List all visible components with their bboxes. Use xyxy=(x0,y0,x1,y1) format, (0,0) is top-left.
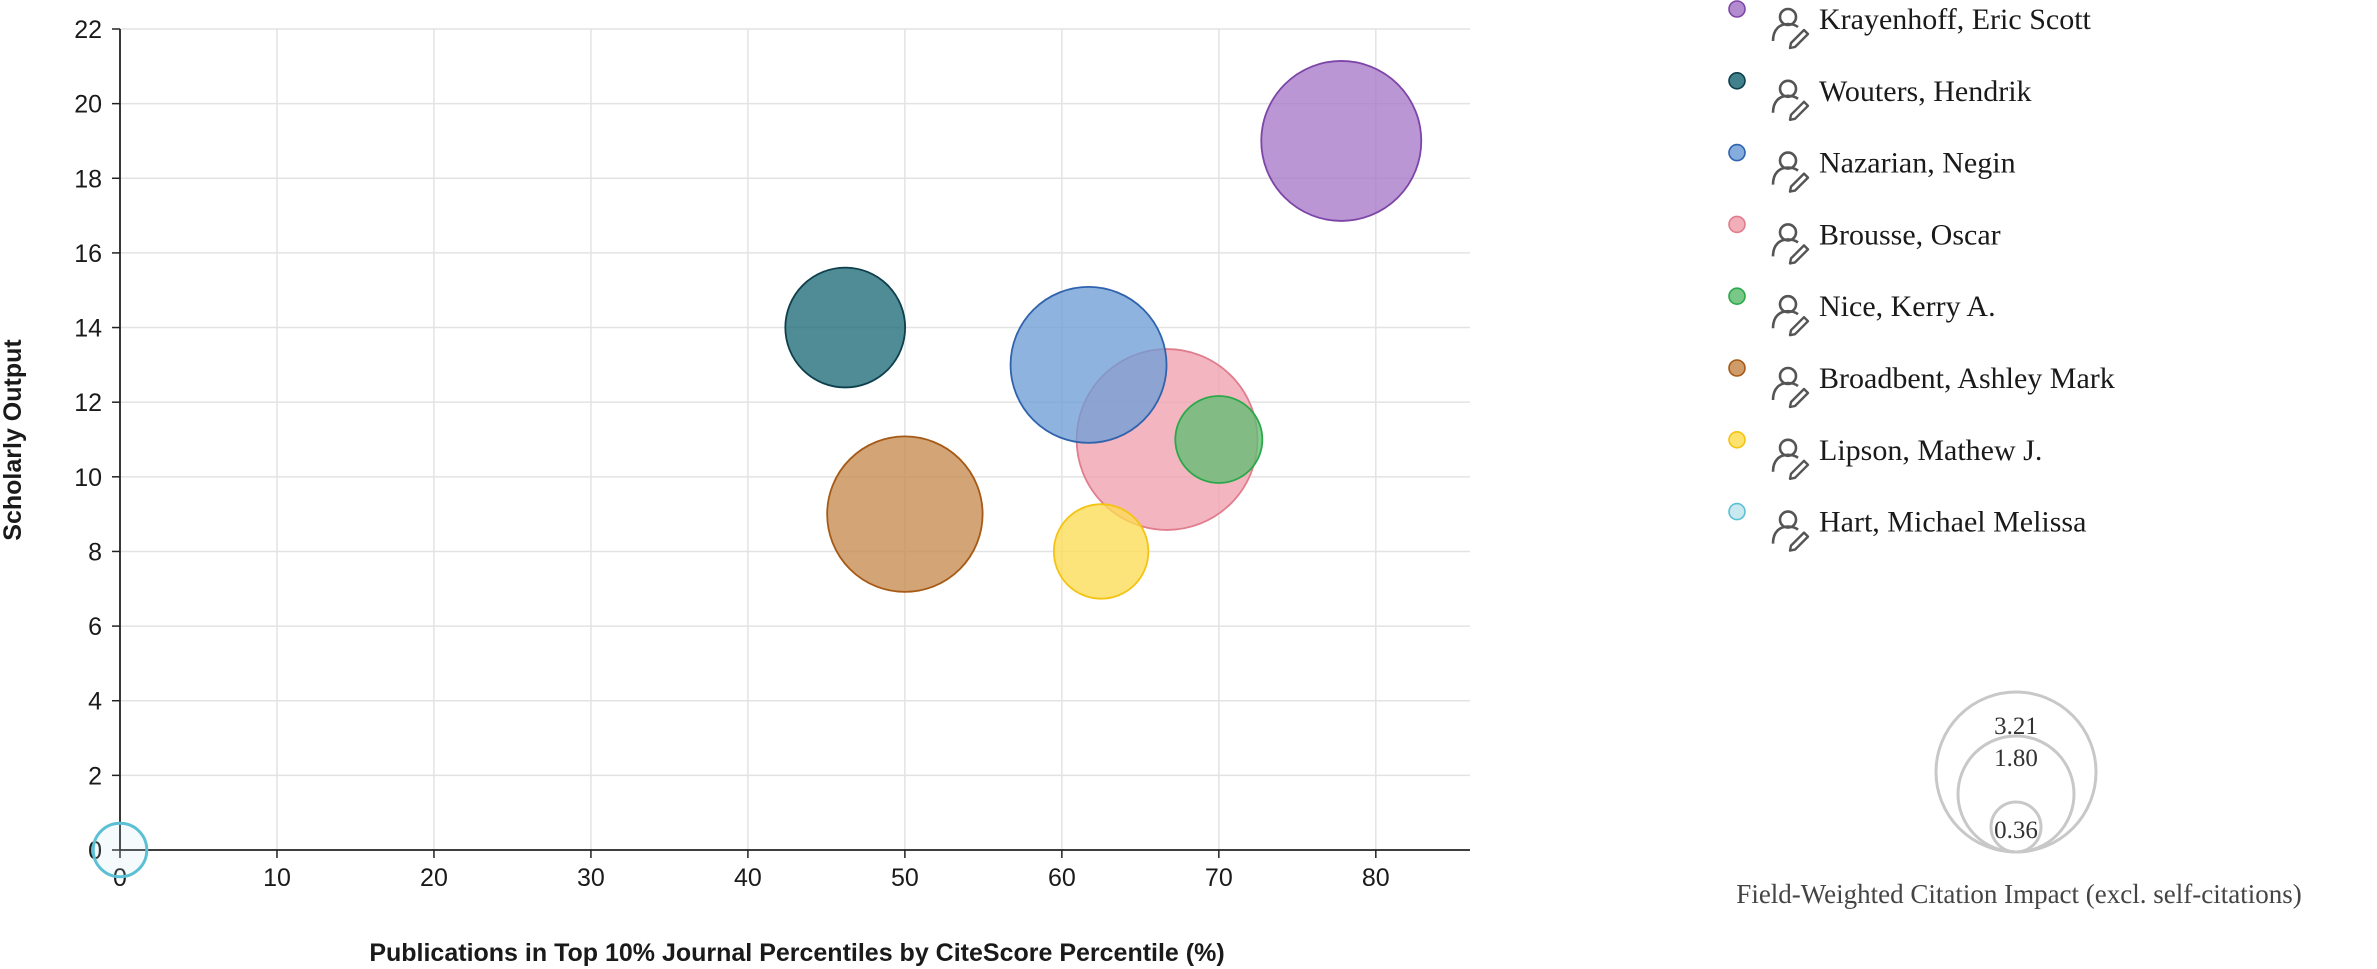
legend-swatch xyxy=(1728,359,1746,377)
y-tick-label: 22 xyxy=(74,16,102,44)
legend-item[interactable]: Wouters, Hendrik xyxy=(1728,72,2032,122)
legend-swatch xyxy=(1728,430,1746,449)
bubble-lipson-mathew-j[interactable] xyxy=(1052,503,1150,600)
legend-label: Broadbent, Ashley Mark xyxy=(1819,362,2115,395)
legend-item[interactable]: Krayenhoff, Eric Scott xyxy=(1728,0,2092,50)
y-tick-label: 18 xyxy=(74,165,102,193)
legend-swatch xyxy=(1728,502,1746,521)
bubble-nice-kerry-a[interactable] xyxy=(1174,395,1264,484)
researcher-icon xyxy=(1771,510,1810,552)
x-tick-label: 50 xyxy=(891,864,919,892)
legend: Krayenhoff, Eric Scott Wouters, Hendrik Na… xyxy=(1728,0,2115,552)
legend-item[interactable]: Hart, Michael Melissa xyxy=(1728,502,2086,552)
x-tick-label: 70 xyxy=(1205,864,1233,892)
bubble-krayenhoff-eric-scott[interactable] xyxy=(1260,60,1423,222)
legend-label: Nice, Kerry A. xyxy=(1819,290,1996,323)
legend-swatch xyxy=(1728,215,1746,234)
researcher-icon xyxy=(1771,366,1810,409)
y-tick-label: 16 xyxy=(74,240,102,268)
legend-label: Brousse, Oscar xyxy=(1819,218,2001,251)
researcher-icon xyxy=(1771,7,1810,50)
x-tick-label: 10 xyxy=(263,864,291,892)
size-legend-label: 0.36 xyxy=(1994,817,2038,844)
legend-item[interactable]: Broadbent, Ashley Mark xyxy=(1728,359,2115,409)
legend-label: Lipson, Mathew J. xyxy=(1819,434,2042,467)
size-legend-title: Field-Weighted Citation Impact (excl. se… xyxy=(1736,879,2301,909)
x-tick-label: 60 xyxy=(1048,864,1076,892)
legend-item[interactable]: Brousse, Oscar xyxy=(1728,215,2001,265)
bubble-hart-michael-melissa[interactable] xyxy=(91,821,149,879)
bubbles xyxy=(91,60,1423,879)
size-legend-circle xyxy=(1989,800,2043,854)
y-tick-label: 0 xyxy=(88,837,102,865)
x-tick-label: 40 xyxy=(734,864,762,892)
legend-item[interactable]: Lipson, Mathew J. xyxy=(1728,430,2042,481)
legend-label: Hart, Michael Melissa xyxy=(1819,506,2086,539)
y-tick-label: 6 xyxy=(88,613,102,641)
legend-label: Krayenhoff, Eric Scott xyxy=(1819,3,2092,36)
legend-item[interactable]: Nazarian, Negin xyxy=(1728,143,2016,193)
size-legend-label: 3.21 xyxy=(1994,713,2038,740)
y-tick-label: 10 xyxy=(74,464,102,492)
size-legend-label: 1.80 xyxy=(1994,745,2038,772)
legend-swatch xyxy=(1728,0,1746,18)
y-tick-label: 4 xyxy=(88,688,102,716)
legend-label: Wouters, Hendrik xyxy=(1819,75,2032,108)
y-axis-title: Scholarly Output xyxy=(0,339,27,541)
x-axis-title: Publications in Top 10% Journal Percenti… xyxy=(369,939,1224,967)
legend-swatch xyxy=(1728,72,1746,90)
size-legend: 3.21 1.80 0.36 xyxy=(1934,690,2098,854)
bubble-nazarian-negin[interactable] xyxy=(1009,285,1168,444)
legend-item[interactable]: Nice, Kerry A. xyxy=(1728,287,1996,337)
bubble-broadbent-ashley-mark[interactable] xyxy=(826,435,984,593)
x-tick-label: 80 xyxy=(1362,864,1390,892)
y-tick-label: 20 xyxy=(74,91,102,119)
legend-swatch xyxy=(1728,143,1746,162)
x-tick-label: 30 xyxy=(577,864,605,892)
x-tick-label: 20 xyxy=(420,864,448,892)
legend-label: Nazarian, Negin xyxy=(1819,147,2016,180)
researcher-icon xyxy=(1771,223,1810,265)
researcher-icon xyxy=(1771,438,1810,481)
researcher-icon xyxy=(1771,151,1810,193)
legend-swatch xyxy=(1728,287,1746,306)
researcher-icon xyxy=(1771,79,1810,122)
researcher-icon xyxy=(1771,294,1810,337)
y-tick-label: 2 xyxy=(88,762,102,790)
y-tick-label: 14 xyxy=(74,315,102,343)
bubble-wouters-hendrik[interactable] xyxy=(784,266,907,389)
y-tick-label: 8 xyxy=(88,538,102,566)
y-tick-label: 12 xyxy=(74,389,102,417)
